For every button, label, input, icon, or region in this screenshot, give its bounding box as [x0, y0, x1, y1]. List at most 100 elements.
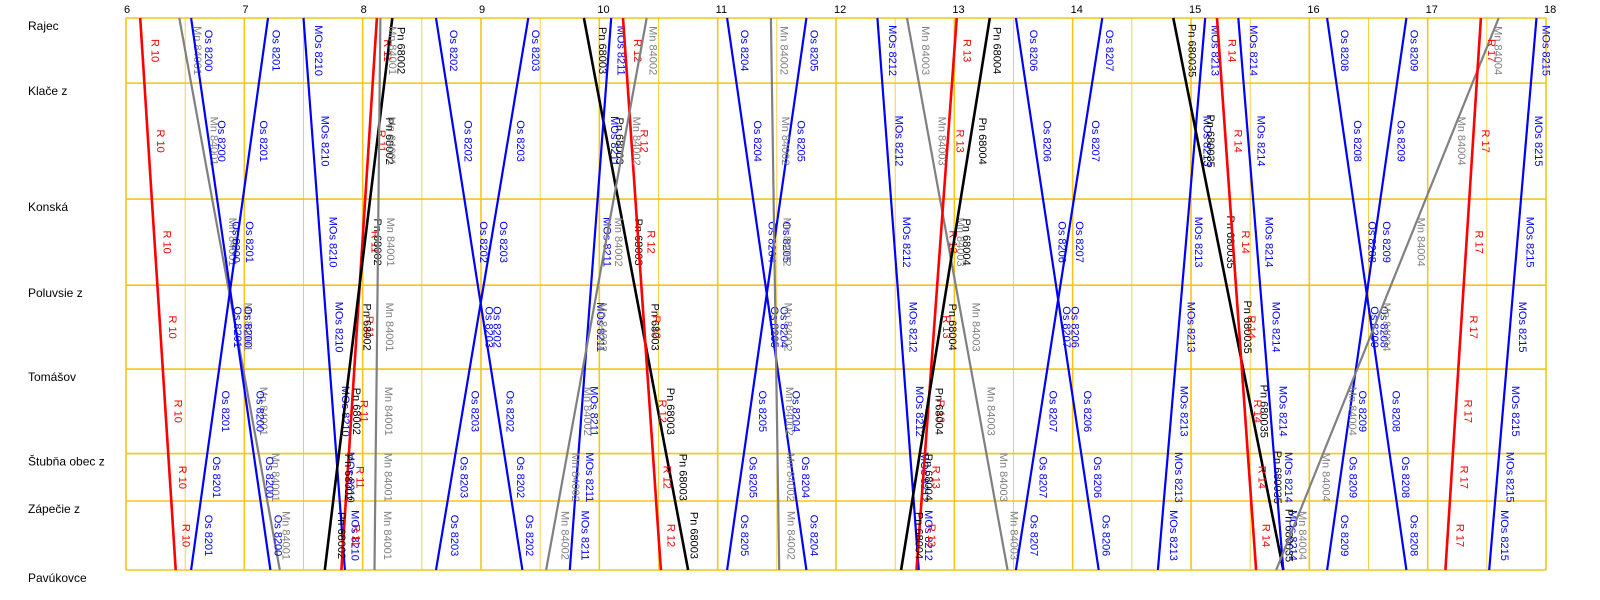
hour-tick-label: 17	[1426, 4, 1438, 16]
train-label: Os 8203	[469, 390, 481, 432]
train-label: MOs 8211	[583, 452, 595, 502]
train-label: Os 8202	[461, 120, 473, 162]
train-line	[769, 17, 781, 571]
train-label: Mn 84002	[777, 26, 789, 75]
train-label: Os 8204	[777, 306, 789, 348]
train-line	[1014, 17, 1100, 571]
train-line	[1215, 17, 1258, 571]
train-label: Pn 68004	[960, 219, 972, 266]
train-label: R 14	[1260, 524, 1272, 547]
train-label: R 13	[940, 315, 952, 338]
train-line	[373, 17, 382, 571]
train-label: Mn 84001	[242, 303, 254, 352]
train-label: MOs 8214	[1247, 25, 1259, 76]
train-label: Mn 84001	[386, 26, 398, 75]
train-label: Os 8201	[257, 120, 269, 162]
train-label: MOs 8215	[1516, 302, 1528, 353]
train-label: MOs 8213	[1167, 510, 1179, 561]
train-label: Os 8206	[1027, 30, 1039, 72]
station-label: Poluvsie z	[28, 286, 83, 300]
train-line	[340, 17, 379, 571]
train-label: Mn 84002	[612, 218, 624, 267]
train-label: Pn 680035	[1204, 114, 1216, 167]
train-label: MOs 8213	[1178, 386, 1190, 437]
train-line	[726, 17, 808, 571]
train-label: Mn 84004	[1346, 387, 1358, 436]
train-label: Os 8201	[270, 30, 282, 72]
train-line	[876, 17, 920, 571]
train-label: R 13	[934, 400, 946, 423]
train-label: Os 8203	[448, 515, 460, 557]
train-line	[1156, 17, 1207, 571]
train-label: MOs 8213	[1172, 452, 1184, 503]
train-label: Mn 84003	[969, 303, 981, 352]
train-label: Os 8202	[447, 30, 459, 72]
train-label: Mn 84004	[1380, 303, 1392, 352]
station-label: Tomášov	[28, 370, 76, 384]
train-label: R 12	[637, 130, 649, 153]
train-label: Pn 68002	[335, 512, 347, 559]
train-line	[1444, 17, 1483, 571]
train-label: Mn 84001	[269, 453, 281, 502]
train-label: R 12	[661, 466, 673, 489]
train-label: R 11	[353, 466, 365, 488]
train-label: R 14	[1251, 400, 1263, 423]
train-label: R 17	[1485, 39, 1497, 62]
train-label: Mn 84003	[919, 26, 931, 75]
train-label: Mn 84004	[1414, 218, 1426, 267]
hour-tick-label: 9	[479, 4, 485, 16]
train-label: R 12	[650, 315, 662, 338]
train-label: R 12	[644, 230, 656, 253]
train-label: Pn 68004	[913, 512, 925, 559]
train-label: Os 8200	[202, 30, 214, 72]
train-label: Os 8207	[1060, 306, 1072, 348]
hour-tick-label: 6	[124, 4, 130, 16]
train-label: Os 8207	[1047, 391, 1059, 433]
hour-axis: 6 7 8 9 10 11 12 13 14 15 16 17 18	[124, 4, 1556, 16]
train-label: Os 8207	[1073, 221, 1085, 263]
train-label: Mn 84003	[985, 387, 997, 436]
train-label: Os 8205	[795, 120, 807, 162]
train-label: Mn 84001	[385, 117, 397, 166]
train-label: MOs 8211	[578, 511, 590, 561]
train-label: Os 8209	[1338, 515, 1350, 557]
train-label: MOs 8210	[319, 116, 331, 167]
train-line	[899, 17, 992, 571]
hour-tick-label: 14	[1071, 4, 1083, 16]
train-label: R 17	[1454, 524, 1466, 547]
train-label: R 17	[1467, 316, 1479, 339]
train-label: Os 8208	[1407, 515, 1419, 557]
train-label: Mn 84001	[280, 511, 292, 560]
train-label: Mn 84001	[383, 303, 395, 352]
train-label: Os 8209	[1395, 120, 1407, 162]
train-label: Os 8201	[231, 306, 243, 348]
station-label: Štubňa obec z	[28, 454, 105, 469]
hour-tick-label: 10	[597, 4, 609, 16]
train-label: Os 8208	[1338, 30, 1350, 72]
train-label: Os 8208	[1399, 457, 1411, 499]
train-label: Os 8201	[243, 221, 255, 263]
grid	[125, 17, 1547, 571]
train-label: Pn 68003	[648, 304, 660, 351]
train-label: Os 8203	[529, 30, 541, 72]
train-label: R 13	[925, 524, 937, 547]
train-label: Os 8200	[241, 306, 253, 348]
train-label: Mn 84003	[997, 453, 1009, 502]
train-label: Pn 68003	[677, 454, 689, 501]
train-label: Os 8208	[1377, 306, 1389, 348]
train-label: MOs 8215	[1503, 452, 1515, 503]
train-label: Os 8202	[490, 306, 502, 348]
train-line	[621, 17, 663, 571]
train-line	[434, 17, 530, 571]
train-label: R 14	[1245, 315, 1257, 338]
train-line	[302, 17, 346, 571]
train-label: Os 8208	[1351, 120, 1363, 162]
train-label: MOs 8210	[312, 25, 324, 76]
train-label: MOs 8210	[326, 217, 338, 268]
train-label: MOs 8212	[922, 510, 934, 561]
train-label: R 14	[1256, 466, 1268, 489]
train-label: Mn 84002	[596, 303, 608, 352]
train-label: R 10	[176, 466, 188, 489]
train-label: Os 8202	[477, 221, 489, 263]
train-label: Os 8200	[254, 390, 266, 432]
